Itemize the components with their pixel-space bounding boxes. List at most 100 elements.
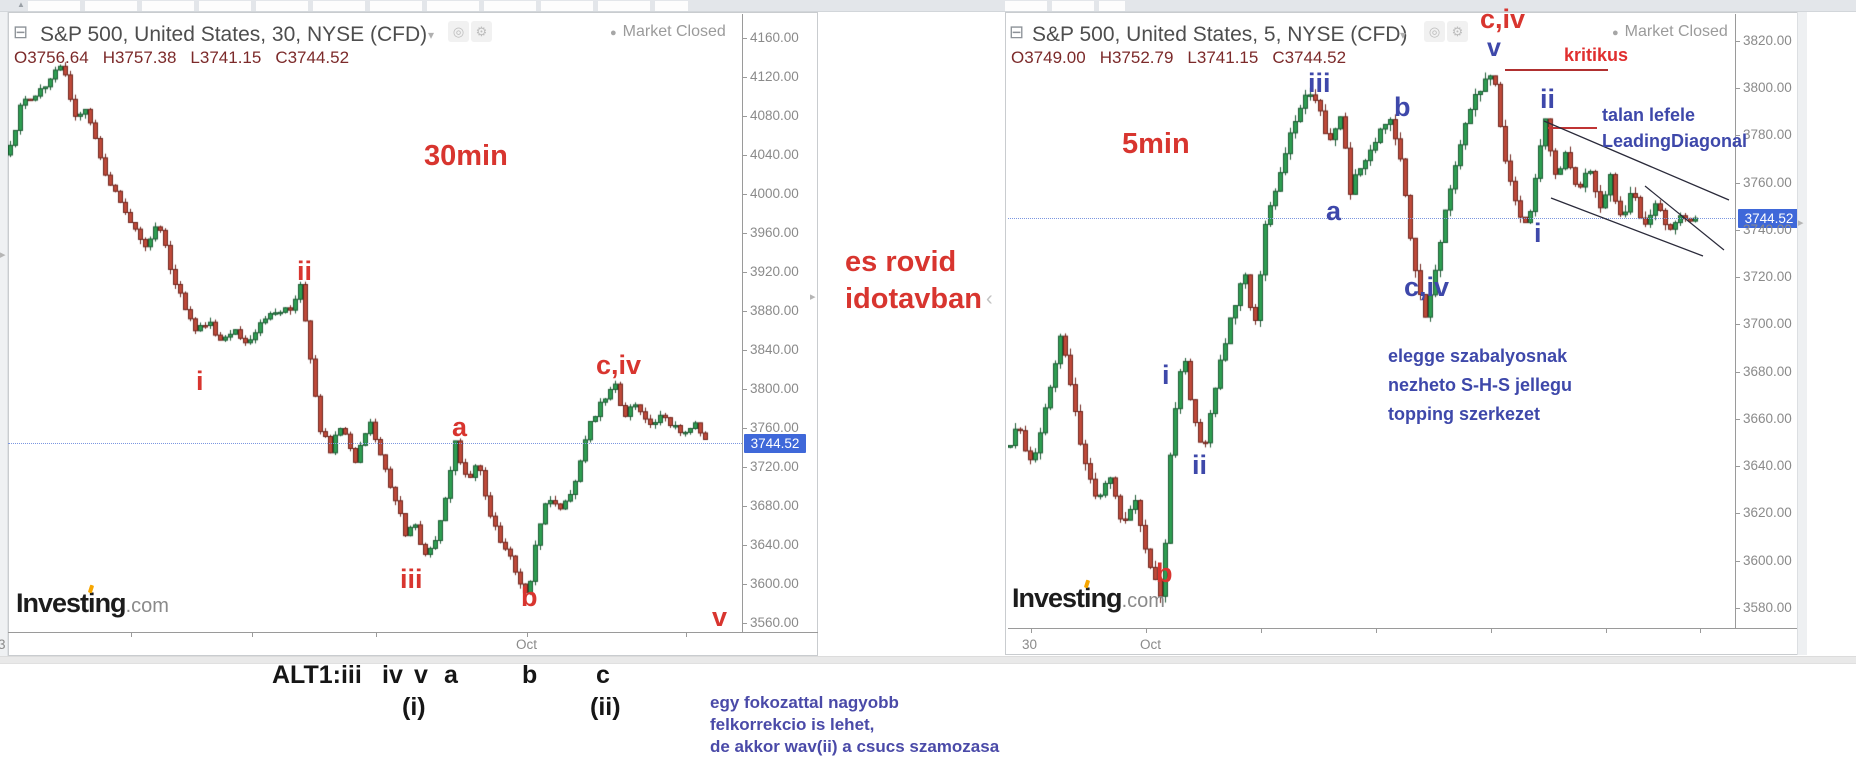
wave-label-b: b (1156, 558, 1173, 588)
y-axis-label: 3880.00 (750, 302, 799, 318)
y-axis-label: 3760.00 (750, 419, 799, 435)
wave-label-i: i (196, 366, 204, 396)
y-axis-tick (1735, 513, 1740, 515)
y-axis-label: 3700.00 (1743, 316, 1792, 332)
wave-label-a: a (452, 412, 468, 442)
top-tab-cells (28, 1, 688, 11)
y-axis-label: 3740.00 (1743, 221, 1792, 237)
right-x-axis-line[interactable] (1008, 628, 1807, 629)
wave-label-civ: c,iv (1480, 4, 1526, 34)
y-axis-label: 3640.00 (750, 536, 799, 552)
left-plot-area[interactable] (8, 14, 742, 632)
wave-label-text-block: elegge szabalyosnak nezheto S-H-S jellegu… (1388, 346, 1573, 424)
y-axis-label: 3600.00 (750, 575, 799, 591)
y-axis-label: 3800.00 (750, 380, 799, 396)
y-axis-tick (742, 427, 747, 429)
y-axis-tick (742, 115, 747, 117)
y-axis-tick (1735, 229, 1740, 231)
wave-label-ii: ii (1192, 450, 1208, 480)
left-candles-canvas (8, 14, 742, 632)
y-axis-tick (1735, 182, 1740, 184)
cell-band (0, 656, 1856, 664)
alt-a-label: a (444, 661, 458, 689)
wave-label-civ: c,iv (1404, 272, 1450, 302)
y-axis-tick (742, 76, 747, 78)
y-axis-tick (742, 37, 747, 39)
y-axis-label: 3720.00 (1743, 269, 1792, 285)
right-price-tag: 3744.52 (1738, 209, 1800, 228)
y-axis-tick (1735, 88, 1740, 90)
y-axis-label: 3760.00 (1743, 174, 1792, 190)
y-axis-label: 3660.00 (1743, 410, 1792, 426)
y-axis-label: 3680.00 (750, 497, 799, 513)
left-x-axis-line[interactable] (8, 632, 818, 633)
left-panel-splitter-icon[interactable]: ▸ (810, 291, 816, 303)
wave-label-civ: c,iv (596, 350, 642, 380)
x-axis-tick (527, 632, 528, 637)
x-axis-tick (1606, 628, 1607, 633)
y-axis-tick (742, 310, 747, 312)
alt-v-label: v (414, 661, 428, 689)
top-tab-cells-right (1005, 1, 1125, 11)
y-axis-label: 4160.00 (750, 29, 799, 45)
y-axis-label: 3680.00 (1743, 363, 1792, 379)
left-last-price-line (8, 443, 742, 444)
left-scroll-strip[interactable] (0, 12, 8, 657)
scroll-up-icon[interactable]: ▲ (17, 0, 25, 9)
right-plot-area[interactable] (1008, 14, 1735, 628)
y-axis-tick (1735, 560, 1740, 562)
y-axis-tick (742, 193, 747, 195)
x-axis-tick (1700, 628, 1701, 633)
y-axis-label: 3620.00 (1743, 505, 1792, 521)
alt-c-label: c (596, 661, 610, 689)
wave-label-b: b (521, 582, 538, 612)
wave-label-ii: ii (297, 256, 313, 286)
y-axis-tick (742, 388, 747, 390)
right-y-axis-line[interactable] (1735, 14, 1736, 628)
y-axis-tick (742, 154, 747, 156)
y-axis-label: 3800.00 (1743, 80, 1792, 96)
wave-label-iii: iii (400, 564, 423, 594)
wave-label-iii: iii (1308, 68, 1331, 98)
wave-label-LeadingDiagonal: LeadingDiagonal (1602, 131, 1748, 151)
x-axis-tick (1261, 628, 1262, 633)
wave-label-i: i (1534, 218, 1542, 248)
y-axis-label: 3640.00 (1743, 458, 1792, 474)
y-axis-label: 3560.00 (750, 614, 799, 630)
x-axis-tick (376, 632, 377, 637)
x-axis-tick (1146, 628, 1147, 633)
wave-label-v: v (1487, 34, 1501, 62)
wave-label-talanlefele: talan lefele (1602, 105, 1696, 125)
y-axis-tick (742, 349, 747, 351)
wave-label-i: i (1162, 360, 1170, 390)
x-axis-tick (131, 632, 132, 637)
right-scroll-strip[interactable] (1797, 12, 1807, 655)
alt-i-paren-label: (i) (402, 693, 426, 721)
y-axis-tick (742, 505, 747, 507)
left-collapse-arrow-icon[interactable]: ▸ (0, 249, 6, 261)
right-panel-collapse-icon[interactable]: ‹ (986, 288, 993, 310)
wave-label-b: b (1394, 92, 1411, 122)
right-last-price-line (1008, 218, 1735, 219)
alt-ii-paren-label: (ii) (590, 693, 621, 721)
x-axis-label: Oct (516, 637, 538, 652)
logo-accent-icon: i (1084, 583, 1091, 613)
x-axis-tick (1376, 628, 1377, 633)
wave-label-5min: 5min (1122, 128, 1190, 160)
x-axis-tick (686, 632, 687, 637)
y-axis-label: 3720.00 (750, 458, 799, 474)
right-candles-canvas (1008, 14, 1735, 628)
left-y-axis-line[interactable] (742, 14, 743, 632)
y-axis-label: 3840.00 (750, 341, 799, 357)
right-splitter-icon[interactable]: ▸ (1798, 217, 1804, 229)
y-axis-tick (742, 232, 747, 234)
y-axis-tick (742, 544, 747, 546)
wave-label-a: a (1326, 196, 1342, 226)
x-axis-label: Oct (1140, 637, 1162, 652)
middle-note: es rovid idotavban (845, 246, 982, 315)
footer-comment: egy fokozattal nagyobb felkorrekcio is le… (710, 693, 1000, 756)
x-axis-label: 30 (1022, 637, 1038, 652)
wave-label-kritikus: kritikus (1564, 45, 1629, 65)
y-axis-tick (1735, 277, 1740, 279)
